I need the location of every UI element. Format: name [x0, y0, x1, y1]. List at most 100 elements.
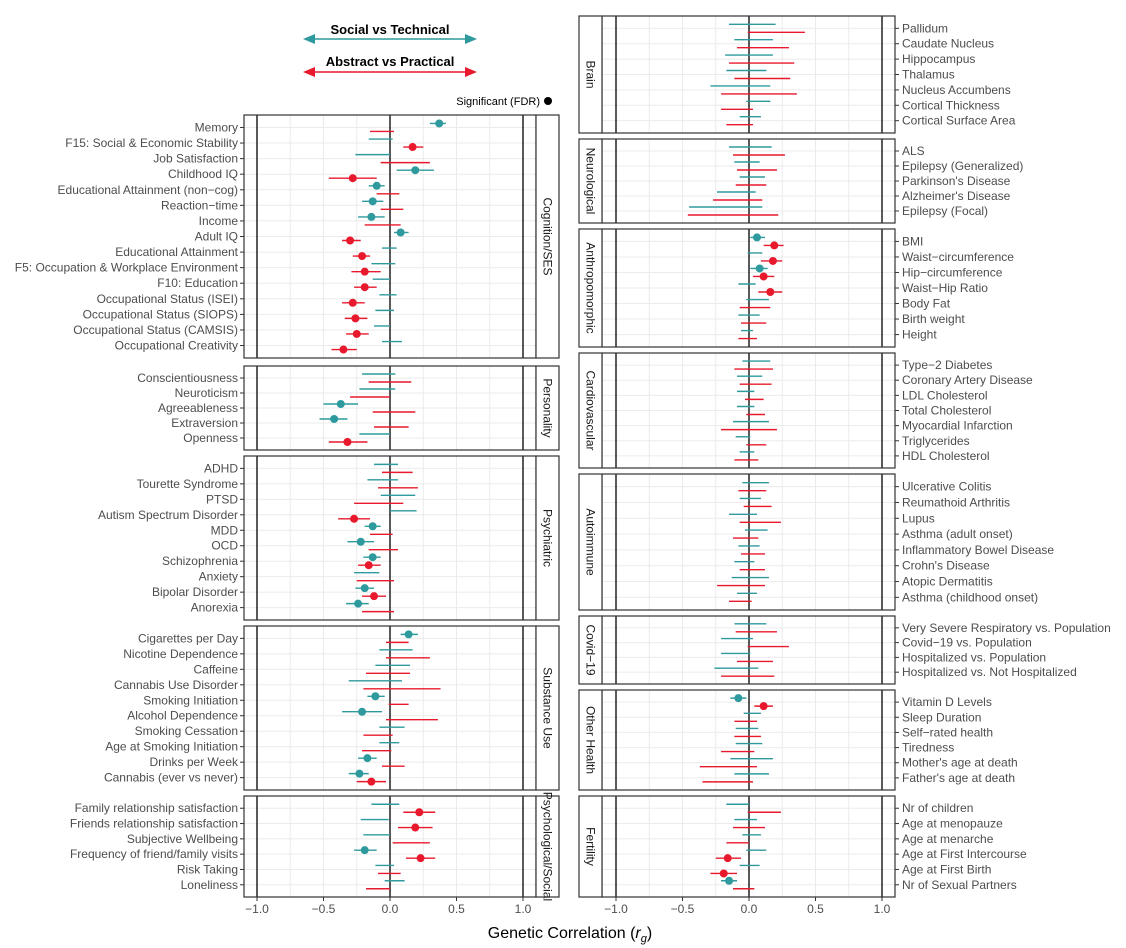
row-label: Type−2 Diabetes — [902, 358, 992, 372]
sig-point-abstract-practical — [370, 592, 379, 601]
row-label: Frequency of friend/family visits — [70, 847, 238, 861]
row-label: Anorexia — [191, 601, 239, 615]
row-label: Nucleus Accumbens — [902, 83, 1011, 97]
facet-strip — [535, 365, 560, 451]
row-label: Anxiety — [199, 570, 238, 584]
forest-row: Hospitalized vs. Not Hospitalized — [714, 665, 1077, 679]
forest-row: Hip−circumference — [750, 264, 1003, 281]
sig-point-social-technical — [755, 264, 764, 273]
x-tick-label: −1.0 — [245, 902, 269, 916]
forest-row: Vitamin D Levels — [730, 694, 992, 711]
row-label: ADHD — [204, 461, 238, 475]
forest-row: Atopic Dermatitis — [717, 575, 993, 589]
forest-row: F15: Social & Economic Stability — [65, 136, 424, 152]
forest-row: Epilepsy (Generalized) — [734, 159, 1023, 173]
forest-row: Cannabis (ever vs never) — [104, 769, 387, 786]
facet-strip-label: Psychiatric — [541, 509, 555, 567]
facet-strip-label: Personality — [541, 378, 555, 437]
x-axis-title: Genetic Correlation (rg) — [488, 925, 652, 945]
panel-personality: ConscientiousnessNeuroticismAgreeablenes… — [137, 365, 560, 451]
row-label: Parkinson's Disease — [902, 174, 1011, 188]
forest-row: Thalamus — [726, 68, 955, 82]
forest-row: Mother's age at death — [699, 756, 1018, 770]
forest-row: Cortical Thickness — [721, 98, 1000, 112]
sig-point-social-technical — [368, 522, 377, 531]
facet-strip-label: Cardiovascular — [584, 370, 598, 450]
row-label: Reaction−time — [161, 198, 238, 212]
row-label: MDD — [211, 523, 239, 537]
forest-row: Asthma (childhood onset) — [729, 590, 1038, 604]
row-label: BMI — [902, 234, 923, 248]
row-label: PTSD — [206, 492, 238, 506]
sig-point-abstract-practical — [770, 241, 779, 250]
sig-point-social-technical — [734, 694, 743, 703]
row-label: Cortical Thickness — [902, 98, 1000, 112]
sig-point-social-technical — [358, 707, 367, 716]
sig-point-social-technical — [411, 166, 420, 175]
forest-row: Ulcerative Colitis — [738, 480, 991, 494]
forest-row: Hospitalized vs. Population — [721, 650, 1046, 664]
forest-row: Openness — [183, 431, 390, 446]
row-label: Coronary Artery Disease — [902, 373, 1033, 387]
forest-row: Smoking Cessation — [135, 724, 405, 738]
sig-point-abstract-practical — [768, 256, 777, 265]
row-label: Reumathoid Arthritis — [902, 495, 1010, 509]
facet-strip — [578, 138, 603, 224]
forest-row: Body Fat — [739, 297, 951, 311]
forest-row: Alzheimer's Disease — [713, 189, 1011, 203]
row-label: Drinks per Week — [150, 755, 239, 769]
row-label: Lupus — [902, 511, 935, 525]
forest-row: Educational Attainment (non−cog) — [58, 181, 400, 197]
row-label: Tiredness — [902, 741, 954, 755]
row-label: F10: Education — [157, 276, 238, 290]
sig-point-social-technical — [360, 846, 369, 855]
row-label: Income — [199, 214, 239, 228]
sig-point-abstract-practical — [350, 514, 359, 523]
sig-point-abstract-practical — [343, 438, 352, 446]
row-label: Waist−circumference — [902, 250, 1014, 264]
panels: Memory F15: Social & Economic Stability Jo… — [15, 15, 1111, 901]
row-label: Agreeableness — [158, 401, 238, 415]
row-label: Sleep Duration — [902, 710, 981, 724]
row-label: F15: Social & Economic Stability — [65, 136, 238, 150]
forest-row: Myocardial Infarction — [721, 419, 1013, 433]
forest-row: Waist−Hip Ratio — [738, 281, 988, 296]
sig-point-abstract-practical — [408, 143, 417, 152]
row-label: Educational Attainment — [115, 245, 238, 259]
legend-arrowhead-right — [465, 34, 477, 44]
sig-point-abstract-practical — [759, 702, 768, 711]
row-label: Mother's age at death — [902, 756, 1018, 770]
row-label: Smoking Initiation — [143, 693, 238, 707]
x-axis-title-close: ) — [647, 925, 652, 942]
row-label: Crohn's Disease — [902, 559, 990, 573]
forest-row: Frequency of friend/family visits — [70, 846, 436, 863]
row-label: Loneliness — [181, 878, 238, 892]
sig-point-abstract-practical — [766, 288, 775, 296]
forest-row: ADHD — [204, 461, 413, 475]
forest-row: F10: Education — [157, 276, 390, 292]
facet-strip — [578, 689, 603, 791]
x-tick-label: 0.5 — [448, 902, 465, 916]
forest-row: Occupational Status (ISEI) — [97, 292, 397, 307]
row-label: Father's age at death — [902, 771, 1015, 785]
row-label: Birth weight — [902, 312, 965, 326]
facet-strip-label: Anthropomorphic — [584, 242, 598, 333]
row-label: OCD — [211, 539, 238, 553]
forest-row: Cigarettes per Day — [138, 630, 418, 645]
row-label: Alcohol Dependence — [127, 709, 238, 723]
forest-row: Cortical Surface Area — [726, 114, 1016, 128]
forest-row: Neuroticism — [175, 386, 396, 400]
row-label: Age at menopauze — [902, 817, 1003, 831]
sig-point-abstract-practical — [348, 298, 357, 307]
row-label: Triglycerides — [902, 434, 970, 448]
x-tick-label: 0.0 — [741, 902, 758, 916]
facet-strip — [535, 455, 560, 621]
row-label: ALS — [902, 144, 925, 158]
forest-row: LDL Cholesterol — [737, 388, 988, 402]
facet-strip-label: Psychological/Social — [541, 792, 555, 901]
sig-point-abstract-practical — [348, 174, 357, 183]
sig-point-social-technical — [367, 212, 376, 221]
x-tick-label: 0.5 — [807, 902, 824, 916]
